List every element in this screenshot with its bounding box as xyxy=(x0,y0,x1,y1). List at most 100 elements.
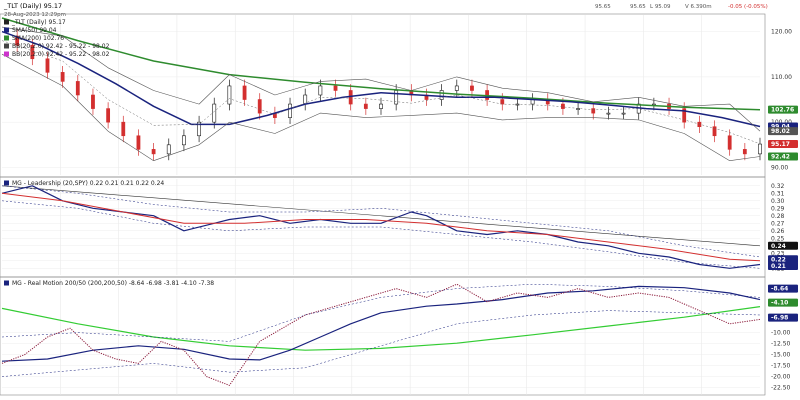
series-line-rm_motion xyxy=(1,283,761,386)
candle-body xyxy=(288,103,292,118)
y-tick-label: -20.00 xyxy=(771,374,791,381)
candle-body xyxy=(363,103,368,109)
axis-value-tag xyxy=(768,241,798,250)
series-line-rm_ma50 xyxy=(1,285,761,362)
legend-swatch xyxy=(4,51,9,57)
panel-title-swatch xyxy=(4,180,9,186)
axis-value-tag-label: 99.04 xyxy=(771,124,790,131)
header-date: 28-Aug-2023 12:29pm xyxy=(4,12,66,18)
quote-change: -0.05 (-0.05%) xyxy=(728,4,768,10)
series-line-sma50 xyxy=(1,30,761,128)
axis-value-tag-label: 0.22 xyxy=(771,256,786,263)
panel-title: MG - Leadership (20,SPY) 0.22 0.21 0.21 … xyxy=(12,180,164,187)
candle-body xyxy=(682,108,687,123)
series-line-long_ma xyxy=(1,185,761,247)
candle-body xyxy=(697,121,702,128)
series-line-bb_upper xyxy=(1,26,761,132)
candle-body xyxy=(439,90,444,100)
series-line-rm_band_hi xyxy=(1,283,761,342)
axis-value-tag-label: 0.21 xyxy=(771,263,786,270)
y-tick-label: -22.50 xyxy=(771,385,791,392)
y-tick-label: 0.28 xyxy=(771,213,785,220)
candle-body xyxy=(121,121,126,137)
legend-label: SMA(50) 99.04 xyxy=(12,27,57,34)
axis-value-tag-label: -8.64 xyxy=(771,286,788,293)
y-tick-label: -12.50 xyxy=(771,341,791,348)
series-line-bb_lower xyxy=(1,53,761,161)
candle-body xyxy=(454,85,459,91)
candle-body xyxy=(151,149,156,155)
candle-body xyxy=(333,85,338,91)
axes-layer: 120.00110.00100.0090.00102.7699.0498.029… xyxy=(768,29,798,392)
candle-body xyxy=(257,99,262,114)
realmotion-panel-frame xyxy=(0,276,766,396)
candle-body xyxy=(106,108,111,123)
quote-low: L 95.09 xyxy=(650,4,671,10)
y-tick-label: -15.00 xyxy=(771,352,791,359)
candle-body xyxy=(197,121,201,137)
candle-body xyxy=(712,126,717,137)
y-tick-label: 0.26 xyxy=(771,228,785,235)
series-line-sma200 xyxy=(1,17,761,111)
axis-value-tag-label: 98.02 xyxy=(771,128,790,135)
series-line-rm_ma200 xyxy=(1,306,761,351)
candle-body xyxy=(394,90,399,105)
axis-value-tag-label: -4.10 xyxy=(771,300,788,307)
candle-body xyxy=(303,94,308,105)
axis-value-tag-label: 95.17 xyxy=(771,141,790,148)
panel-title-swatch xyxy=(4,280,9,286)
axis-value-tag xyxy=(768,140,798,149)
y-tick-label: 0.23 xyxy=(771,250,785,257)
legend-swatch xyxy=(4,35,9,41)
y-tick-label: 0.30 xyxy=(771,198,785,205)
candle-body xyxy=(166,144,171,155)
panel-title: MG - Real Motion 200/50 (200,200,50) -8.… xyxy=(12,280,214,287)
candle-body xyxy=(470,85,474,91)
axis-value-tag-label: -6.98 xyxy=(771,315,788,322)
axis-value-tag xyxy=(768,127,798,136)
candle-body xyxy=(500,99,505,105)
legend-label: SMA(200) 102.76 xyxy=(12,35,64,42)
candle-body xyxy=(136,135,141,150)
candle-body xyxy=(742,149,747,155)
axis-value-tag xyxy=(768,298,798,307)
candle-body xyxy=(758,143,762,155)
candle-body xyxy=(727,135,732,150)
series-line-band_hi xyxy=(1,185,761,258)
axis-value-tag xyxy=(768,152,798,161)
candle-body xyxy=(91,94,95,109)
candle-body xyxy=(75,81,80,96)
series-layer xyxy=(1,17,762,386)
series-line-band_lo xyxy=(1,200,761,269)
y-tick-label: 0.27 xyxy=(771,220,785,227)
candle-body xyxy=(227,85,232,105)
candle-body xyxy=(60,72,65,82)
y-tick-label: 0.32 xyxy=(771,183,785,190)
candle-body xyxy=(30,44,35,60)
quote-open: 95.65 xyxy=(595,4,611,10)
y-tick-label: 90.00 xyxy=(771,164,788,171)
y-tick-label: 0.25 xyxy=(771,235,785,242)
axis-value-tag-label: 92.42 xyxy=(771,154,790,161)
series-line-lead xyxy=(1,185,761,269)
y-tick-label: 0.29 xyxy=(771,205,785,212)
header-symbol: _TLT (Daily) 95.17 xyxy=(3,2,62,10)
candle-body xyxy=(212,103,217,123)
y-tick-label: -10.00 xyxy=(771,330,791,337)
candle-body xyxy=(379,103,383,109)
axis-value-tag xyxy=(768,313,798,322)
axis-value-tag-label: 0.24 xyxy=(771,243,786,250)
candle-body xyxy=(591,108,596,114)
candle-body xyxy=(606,112,611,115)
axis-value-tag-label: 102.76 xyxy=(771,107,794,114)
quote-volume: V 6.390m xyxy=(685,4,712,10)
candle-body xyxy=(242,85,247,100)
series-line-ema xyxy=(1,192,761,262)
y-tick-label: 110.00 xyxy=(771,74,792,81)
legend-swatch xyxy=(4,19,9,25)
legend-swatch xyxy=(4,43,9,49)
legend-swatch xyxy=(4,27,9,33)
